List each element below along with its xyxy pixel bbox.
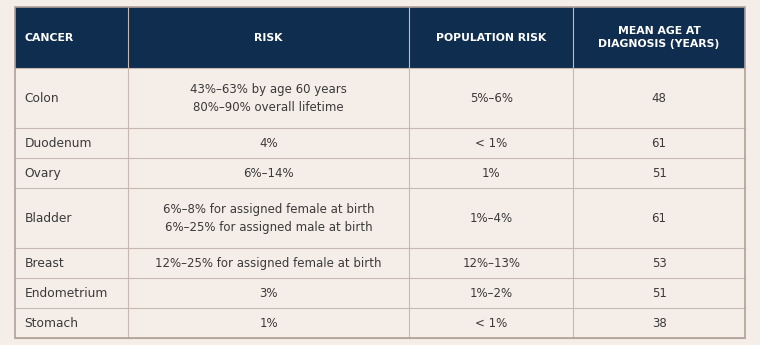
- Text: < 1%: < 1%: [475, 317, 508, 329]
- Text: Colon: Colon: [24, 92, 59, 105]
- Text: 12%–13%: 12%–13%: [462, 257, 521, 270]
- Text: 6%–8% for assigned female at birth
6%–25% for assigned male at birth: 6%–8% for assigned female at birth 6%–25…: [163, 203, 375, 234]
- Text: 12%–25% for assigned female at birth: 12%–25% for assigned female at birth: [156, 257, 382, 270]
- Text: 51: 51: [651, 287, 667, 299]
- Text: 5%–6%: 5%–6%: [470, 92, 513, 105]
- Text: 4%: 4%: [259, 137, 278, 150]
- Text: POPULATION RISK: POPULATION RISK: [436, 32, 546, 42]
- Text: Duodenum: Duodenum: [24, 137, 92, 150]
- Text: 48: 48: [651, 92, 667, 105]
- Text: 6%–14%: 6%–14%: [243, 167, 294, 180]
- Text: 53: 53: [651, 257, 667, 270]
- Text: 38: 38: [651, 317, 667, 329]
- Text: Endometrium: Endometrium: [24, 287, 108, 299]
- Text: 43%–63% by age 60 years
80%–90% overall lifetime: 43%–63% by age 60 years 80%–90% overall …: [190, 83, 347, 114]
- Text: 1%: 1%: [259, 317, 278, 329]
- Text: 1%–4%: 1%–4%: [470, 211, 513, 225]
- Text: 3%: 3%: [259, 287, 278, 299]
- Text: 51: 51: [651, 167, 667, 180]
- Text: 61: 61: [651, 211, 667, 225]
- Text: Stomach: Stomach: [24, 317, 78, 329]
- Text: 1%–2%: 1%–2%: [470, 287, 513, 299]
- Text: Ovary: Ovary: [24, 167, 61, 180]
- Bar: [15, 7, 745, 68]
- Text: RISK: RISK: [255, 32, 283, 42]
- Text: < 1%: < 1%: [475, 137, 508, 150]
- Text: 1%: 1%: [482, 167, 501, 180]
- Text: CANCER: CANCER: [24, 32, 74, 42]
- Text: Breast: Breast: [24, 257, 64, 270]
- Text: MEAN AGE AT
DIAGNOSIS (YEARS): MEAN AGE AT DIAGNOSIS (YEARS): [598, 26, 720, 49]
- Text: 61: 61: [651, 137, 667, 150]
- Text: Bladder: Bladder: [24, 211, 71, 225]
